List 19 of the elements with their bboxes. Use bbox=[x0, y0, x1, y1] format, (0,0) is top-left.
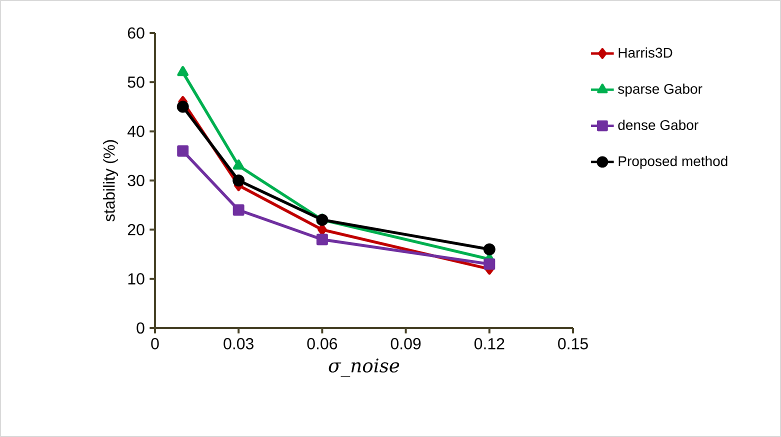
x-tick-label: 0.03 bbox=[224, 338, 254, 350]
legend-label: Proposed method bbox=[618, 156, 728, 169]
y-tick-label: 20 bbox=[128, 224, 144, 236]
y-tick-label: 40 bbox=[128, 126, 144, 137]
y-tick-label: 10 bbox=[128, 273, 144, 284]
x-tick-label: 0.06 bbox=[307, 338, 338, 350]
x-axis-title: σ_noise bbox=[328, 358, 400, 377]
y-tick-label: 30 bbox=[128, 174, 144, 186]
y-tick-label: 50 bbox=[128, 76, 144, 88]
x-tick-label: 0 bbox=[151, 338, 159, 350]
legend-label: sparse Gabor bbox=[618, 84, 702, 97]
y-tick-label: 60 bbox=[128, 27, 144, 39]
x-tick-label: 0.12 bbox=[474, 338, 504, 350]
x-tick-label: 0.15 bbox=[558, 338, 588, 350]
y-tick-label: 0 bbox=[136, 322, 144, 334]
legend-label: dense Gabor bbox=[618, 120, 698, 130]
legend-label: Harris3D bbox=[618, 47, 672, 58]
y-axis-title: stability (%) bbox=[103, 140, 118, 222]
x-tick-label: 0.09 bbox=[390, 338, 421, 350]
